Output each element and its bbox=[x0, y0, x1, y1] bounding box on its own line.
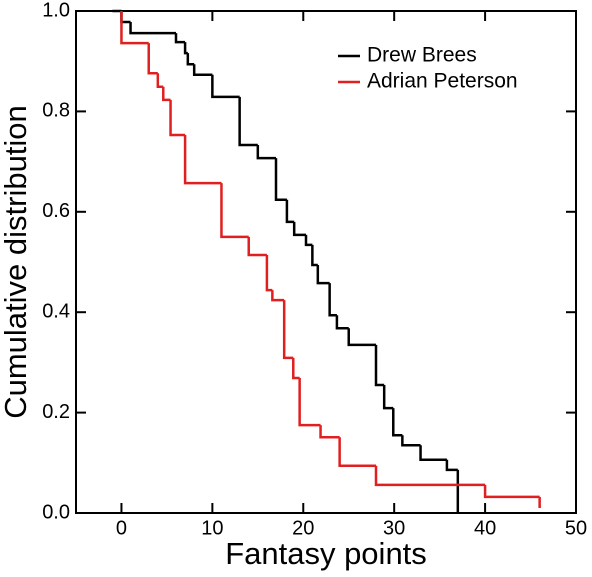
x-tick-label: 10 bbox=[201, 517, 223, 539]
step-line bbox=[316, 265, 330, 285]
step-line bbox=[374, 344, 385, 387]
y-tick-label: 1.0 bbox=[42, 0, 70, 21]
step-line bbox=[347, 328, 376, 347]
step-line bbox=[483, 484, 540, 499]
step-line bbox=[174, 33, 186, 44]
y-axis-title: Cumulative distribution bbox=[0, 105, 33, 419]
step-line bbox=[147, 43, 158, 75]
step-line bbox=[445, 459, 458, 472]
step-line bbox=[162, 86, 171, 102]
y-tick-label: 0.4 bbox=[42, 300, 70, 322]
legend-label: Adrian Peterson bbox=[367, 70, 518, 93]
step-line bbox=[374, 465, 486, 487]
step-line bbox=[304, 234, 313, 247]
step-line bbox=[401, 435, 421, 447]
step-line bbox=[120, 11, 149, 45]
step-line bbox=[319, 425, 340, 439]
step-line bbox=[192, 64, 213, 77]
step-line bbox=[238, 96, 258, 147]
plot-frame bbox=[75, 10, 577, 514]
y-tick-label: 0.2 bbox=[42, 401, 70, 423]
x-tick-label: 0 bbox=[116, 517, 127, 539]
step-line bbox=[311, 244, 318, 267]
legend-label: Drew Brees bbox=[367, 44, 477, 67]
step-line bbox=[419, 445, 447, 462]
step-line bbox=[256, 145, 276, 160]
step-line bbox=[211, 74, 240, 99]
x-tick-label: 20 bbox=[292, 517, 314, 539]
step-line bbox=[282, 300, 294, 360]
step-line bbox=[382, 384, 394, 410]
step-line bbox=[338, 437, 376, 468]
x-tick-label: 30 bbox=[383, 517, 405, 539]
y-tick-label: 0.0 bbox=[42, 501, 70, 523]
step-line bbox=[328, 283, 337, 317]
step-line bbox=[298, 377, 321, 427]
x-tick-label: 50 bbox=[565, 517, 587, 539]
step-line bbox=[169, 99, 186, 137]
step-line bbox=[335, 315, 349, 330]
step-line bbox=[274, 158, 287, 202]
step-line bbox=[271, 290, 285, 302]
step-line bbox=[292, 357, 300, 380]
y-tick-label: 0.8 bbox=[42, 100, 70, 122]
step-line bbox=[247, 236, 267, 257]
x-tick-label: 40 bbox=[474, 517, 496, 539]
step-line bbox=[186, 53, 195, 66]
step-line bbox=[392, 408, 403, 437]
step-line bbox=[292, 221, 306, 237]
step-line bbox=[129, 22, 176, 35]
step-line bbox=[183, 134, 222, 185]
step-line bbox=[285, 199, 295, 224]
y-tick-label: 0.6 bbox=[42, 200, 70, 222]
step-line bbox=[156, 73, 164, 89]
x-axis-title: Fantasy points bbox=[225, 536, 427, 571]
step-line bbox=[265, 254, 273, 292]
step-line bbox=[220, 183, 249, 239]
